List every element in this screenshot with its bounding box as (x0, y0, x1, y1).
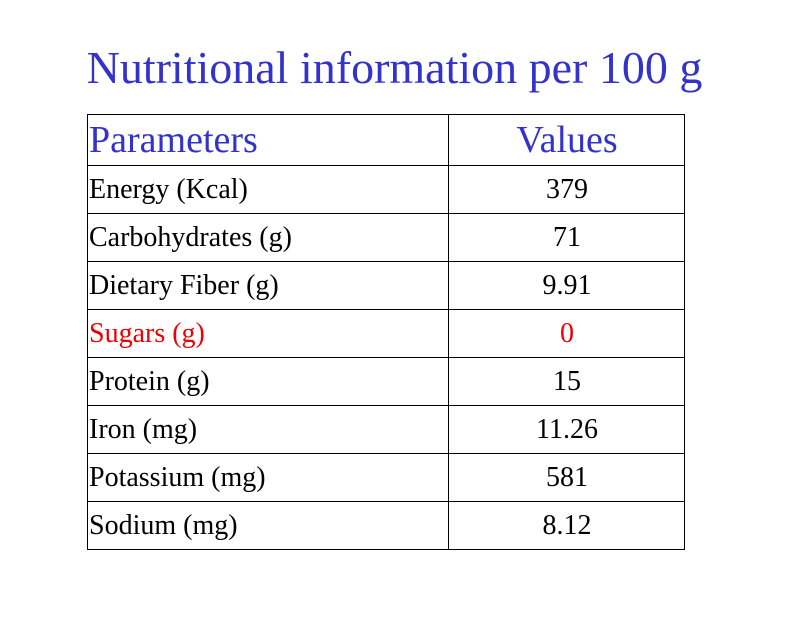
table-row: Potassium (mg) 581 (87, 453, 685, 502)
value-cell: 379 (448, 165, 685, 214)
parameter-cell: Carbohydrates (g) (87, 213, 449, 262)
table-header-row: Parameters Values (87, 114, 685, 166)
parameters-header: Parameters (87, 114, 449, 166)
value-cell: 8.12 (448, 501, 685, 550)
table-row: Sodium (mg) 8.12 (87, 501, 685, 550)
value-cell: 71 (448, 213, 685, 262)
parameter-cell: Protein (g) (87, 357, 449, 406)
value-cell: 9.91 (448, 261, 685, 310)
nutrition-table: Parameters Values Energy (Kcal) 379 Carb… (87, 114, 685, 550)
parameter-cell: Potassium (mg) (87, 453, 449, 502)
table-row-highlighted: Sugars (g) 0 (87, 309, 685, 358)
table-row: Protein (g) 15 (87, 357, 685, 406)
values-header: Values (448, 114, 685, 166)
parameter-cell: Dietary Fiber (g) (87, 261, 449, 310)
table-row: Iron (mg) 11.26 (87, 405, 685, 454)
value-cell: 581 (448, 453, 685, 502)
parameter-cell: Sodium (mg) (87, 501, 449, 550)
page-title: Nutritional information per 100 g (86, 42, 703, 93)
parameter-cell: Energy (Kcal) (87, 165, 449, 214)
value-cell: 15 (448, 357, 685, 406)
table-row: Dietary Fiber (g) 9.91 (87, 261, 685, 310)
table-row: Energy (Kcal) 379 (87, 165, 685, 214)
table-row: Carbohydrates (g) 71 (87, 213, 685, 262)
parameter-cell: Sugars (g) (87, 309, 449, 358)
parameter-cell: Iron (mg) (87, 405, 449, 454)
value-cell: 0 (448, 309, 685, 358)
value-cell: 11.26 (448, 405, 685, 454)
